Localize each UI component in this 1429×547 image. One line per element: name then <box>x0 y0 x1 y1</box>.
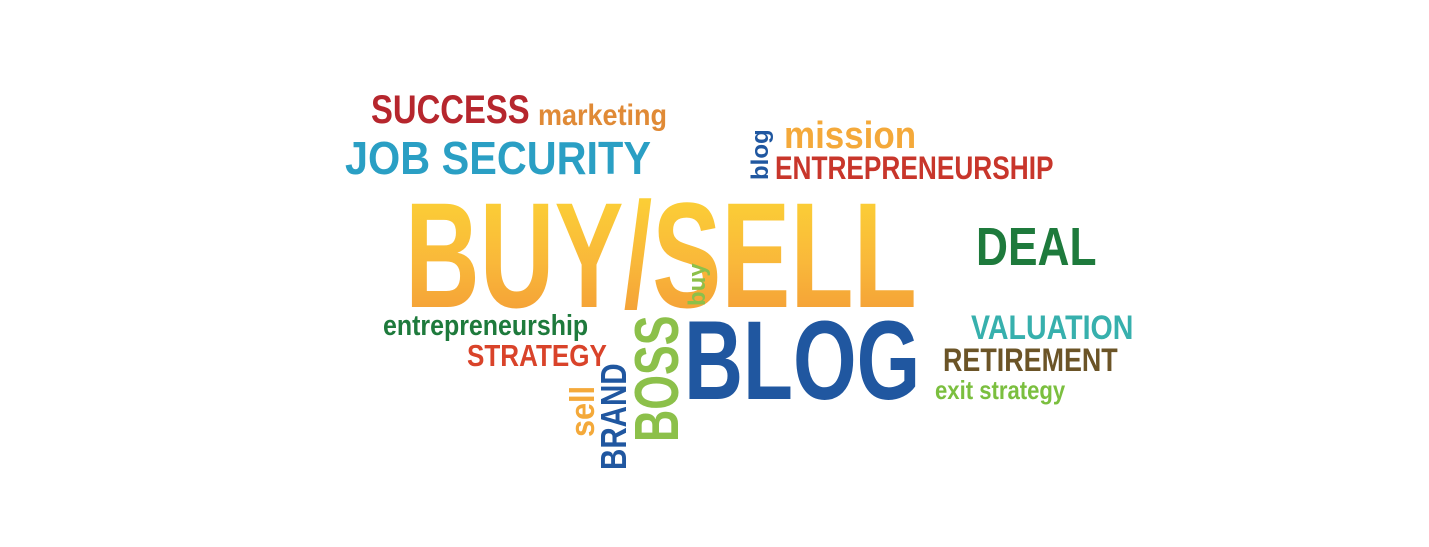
word-marketing: marketing <box>538 99 668 132</box>
word-blog-big: BLOG <box>684 298 921 423</box>
word-success: SUCCESS <box>371 88 530 132</box>
word-strategy: STRATEGY <box>467 338 607 373</box>
word-exit-strategy: exit strategy <box>935 375 1066 405</box>
word-mission: mission <box>784 115 917 157</box>
word-boss: BOSS <box>623 315 692 442</box>
word-job-security: JOB SECURITY <box>345 132 651 184</box>
word-valuation: VALUATION <box>971 309 1134 347</box>
word-retirement: RETIREMENT <box>943 342 1118 378</box>
word-entrepreneurship-lower: entrepreneurship <box>383 310 589 342</box>
word-deal: DEAL <box>976 217 1097 277</box>
word-entrepreneurship-caps: ENTREPRENEURSHIP <box>775 150 1054 186</box>
word-buy-sell: BUY/SELL <box>405 171 917 339</box>
word-brand: BRAND <box>593 363 634 470</box>
